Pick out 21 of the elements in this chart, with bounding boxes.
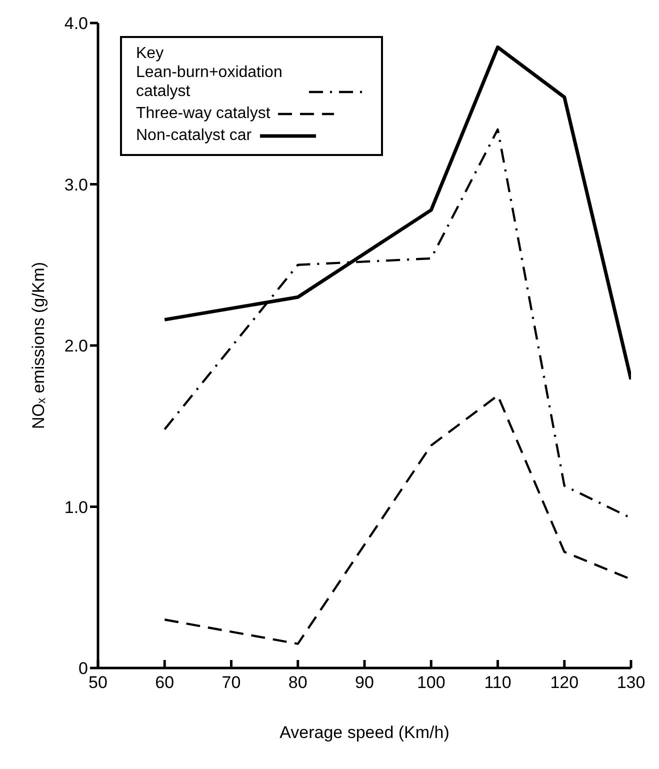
legend-label: Three-way catalyst	[136, 104, 270, 123]
x-axis-title: Average speed (Km/h)	[280, 723, 450, 742]
x-tick-label: 60	[155, 673, 174, 692]
legend-title: Key	[136, 44, 165, 63]
y-axis-title: NOₓ emissions (g/Km)	[29, 262, 48, 430]
line-series	[164, 394, 631, 645]
y-tick-label: 4.0	[64, 14, 88, 34]
y-tick-label: 1.0	[64, 498, 88, 517]
legend-label: Lean-burn+oxidation catalyst	[136, 63, 284, 101]
x-tick-label: 80	[288, 673, 308, 692]
y-tick-label: 0	[78, 659, 88, 678]
x-tick-label: 50	[88, 673, 108, 692]
x-tick-label: 70	[222, 673, 241, 692]
x-tick-label: 100	[416, 673, 446, 692]
y-tick-label: 3.0	[64, 175, 88, 194]
x-tick-label: 120	[550, 673, 579, 692]
x-tick-label: 110	[484, 673, 512, 692]
legend-label: Non-catalyst car	[136, 126, 252, 145]
y-tick-label: 2.0	[64, 336, 88, 356]
x-tick-label: 130	[616, 673, 646, 692]
x-tick-label: 90	[355, 673, 374, 692]
